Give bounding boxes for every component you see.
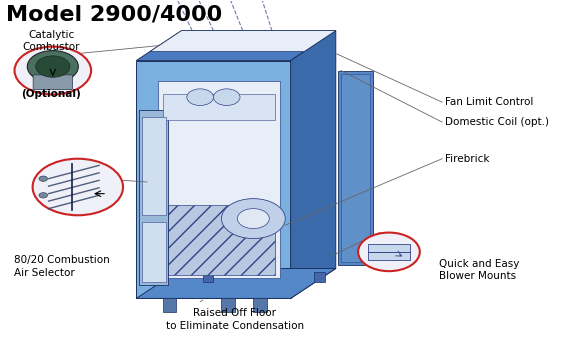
Circle shape — [221, 198, 285, 239]
Text: Model 2900/4000: Model 2900/4000 — [6, 4, 222, 24]
Polygon shape — [290, 31, 336, 299]
Polygon shape — [136, 61, 290, 299]
Polygon shape — [136, 31, 336, 61]
Circle shape — [36, 56, 70, 77]
Text: Raised Off Floor
to Eliminate Condensation: Raised Off Floor to Eliminate Condensati… — [166, 308, 304, 331]
Bar — [221, 299, 234, 312]
Circle shape — [358, 233, 420, 271]
FancyBboxPatch shape — [33, 75, 72, 90]
Polygon shape — [142, 222, 166, 282]
Circle shape — [39, 193, 47, 198]
Circle shape — [237, 209, 270, 228]
Polygon shape — [163, 94, 275, 120]
Polygon shape — [150, 31, 336, 52]
Polygon shape — [341, 74, 370, 262]
Text: Domestic Coil (opt.): Domestic Coil (opt.) — [445, 117, 549, 127]
Bar — [253, 299, 267, 312]
Polygon shape — [168, 205, 275, 275]
Text: Fan Limit Control: Fan Limit Control — [445, 97, 533, 107]
Polygon shape — [139, 111, 168, 285]
Circle shape — [187, 89, 214, 105]
Circle shape — [15, 47, 91, 94]
Circle shape — [27, 51, 79, 83]
Circle shape — [39, 176, 47, 181]
Bar — [163, 299, 176, 312]
Polygon shape — [142, 117, 166, 215]
Polygon shape — [136, 269, 336, 299]
Polygon shape — [338, 70, 373, 265]
Polygon shape — [158, 81, 280, 278]
Text: (Optional): (Optional) — [21, 89, 81, 99]
Text: Catalytic
Combustor: Catalytic Combustor — [23, 30, 80, 52]
Circle shape — [33, 159, 123, 215]
Bar — [315, 272, 325, 282]
Circle shape — [214, 89, 240, 105]
Text: Firebrick: Firebrick — [445, 154, 489, 164]
Text: 80/20 Combustion
Air Selector: 80/20 Combustion Air Selector — [14, 255, 110, 278]
Text: Quick and Easy
Blower Mounts: Quick and Easy Blower Mounts — [440, 258, 520, 281]
Bar — [203, 272, 214, 282]
Bar — [368, 244, 410, 260]
